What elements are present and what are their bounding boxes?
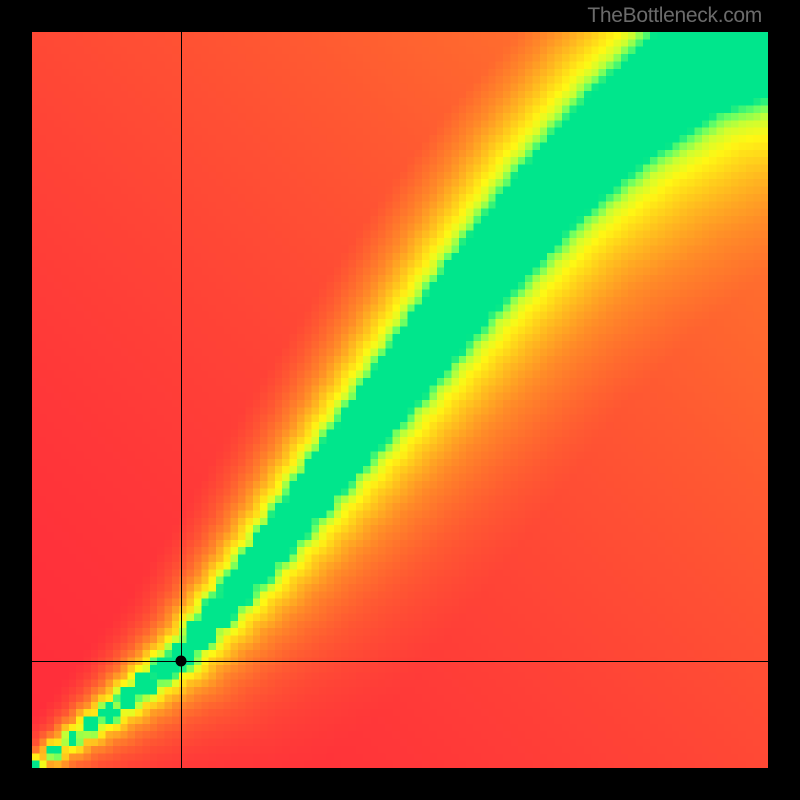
crosshair-marker: [176, 656, 187, 667]
watermark-text: TheBottleneck.com: [587, 4, 762, 28]
bottleneck-heatmap: [32, 32, 768, 768]
crosshair-horizontal: [32, 661, 768, 662]
